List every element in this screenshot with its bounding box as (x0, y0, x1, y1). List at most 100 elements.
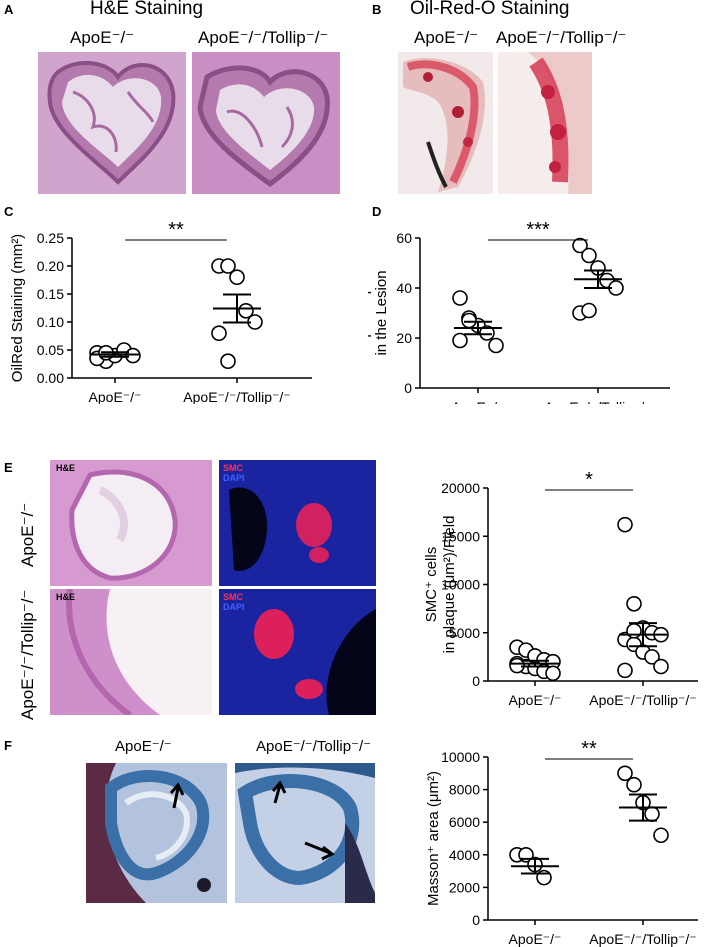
data-point (125, 347, 141, 364)
he-tag-bottom: H&E (56, 592, 76, 602)
x-tick-label: ApoE⁻/⁻/Tollip⁻/⁻ (589, 692, 696, 708)
significance-marker: * (585, 470, 593, 491)
data-point (617, 662, 633, 679)
data-point (545, 665, 561, 682)
oil-red-micrograph-apoe-tollip (498, 52, 592, 194)
data-point (211, 325, 227, 341)
x-tick-label: ApoE⁻/⁻ (452, 399, 505, 404)
masson-micrograph-apoe-tollip (235, 763, 375, 903)
panel-b-geno-1: ApoE⁻/⁻ (414, 28, 479, 47)
y-tick-label: 4000 (449, 847, 480, 863)
y-tick-label: 0.25 (37, 230, 64, 246)
data-point (220, 353, 236, 369)
y-tick-label: 6000 (449, 814, 480, 830)
y-tick-label: 0.10 (37, 314, 64, 330)
y-tick-label: 8000 (449, 782, 480, 798)
y-tick-label: 40 (396, 280, 412, 296)
smc-tag-bottom: SMC (223, 592, 243, 602)
y-tick-label: 5000 (449, 625, 480, 641)
dapi-tag-bottom: DAPI (223, 602, 245, 612)
he-micrograph-apoe (38, 52, 186, 194)
data-point (488, 337, 504, 354)
panel-letter-f: F (4, 738, 12, 753)
masson-micrograph-apoe (86, 763, 227, 903)
data-point (653, 827, 669, 844)
significance-marker: ** (168, 219, 184, 241)
panel-letter-e: E (4, 460, 13, 475)
fluor-micrograph-e-apoe (219, 460, 376, 586)
x-tick-label: ApoE⁻/⁻ (509, 692, 562, 708)
data-point (626, 776, 642, 793)
data-point (452, 290, 468, 306)
he-micrograph-e-apoe-tollip (50, 589, 212, 715)
panel-e-row-label-2: ApoE⁻/⁻/Tollip⁻/⁻ (18, 589, 37, 720)
panel-a-geno-2: ApoE⁻/⁻/Tollip⁻/⁻ (198, 28, 329, 47)
panel-letter-b: B (372, 2, 382, 17)
y-tick-label: 10000 (441, 749, 480, 765)
data-point (626, 623, 642, 639)
y-tick-label: 10000 (441, 577, 480, 593)
x-tick-label: ApoE⁻/⁻/Tollip⁻/⁻ (544, 399, 651, 404)
y-tick-label: 20 (396, 330, 412, 346)
y-tick-label: 0.05 (37, 342, 64, 358)
y-axis-label: Masson⁺ area (μm²) (425, 771, 442, 906)
he-micrograph-e-apoe (50, 460, 212, 586)
dapi-tag-top: DAPI (223, 473, 245, 483)
data-point (479, 325, 495, 341)
data-point (572, 237, 588, 254)
data-point (617, 516, 633, 533)
panel-letter-a: A (4, 2, 14, 17)
data-point (581, 302, 597, 319)
chart-lipid-deposition: 0 20 40 60 ApoE⁻/⁻ ApoE⁻/⁻/Tollip⁻/⁻ % of Lipi… (368, 219, 670, 404)
data-point (220, 258, 236, 274)
data-point (626, 596, 642, 612)
panel-f-geno-1: ApoE⁻/⁻ (115, 738, 172, 755)
y-tick-label: 0 (472, 673, 480, 689)
data-point (617, 765, 633, 782)
y-axis-label-line-2: in plaque (μm²)/Field (441, 516, 458, 654)
data-point (461, 312, 477, 329)
y-axis-label: % of Lipid Deposition (368, 243, 372, 384)
significance-marker: ** (581, 738, 597, 760)
x-tick-label: ApoE⁻/⁻/Tollip⁻/⁻ (589, 931, 696, 947)
data-point (644, 806, 660, 822)
y-tick-label: 0.00 (37, 370, 64, 386)
panel-letter-c: C (4, 204, 14, 219)
panel-a-geno-1: ApoE⁻/⁻ (70, 28, 135, 47)
significance-marker: *** (526, 219, 550, 241)
y-tick-label: 15000 (441, 528, 480, 544)
chart-smc-cells: 0 5000 10000 15000 20000 ApoE⁻/⁻ ApoE⁻/⁻/Tolli… (423, 470, 698, 708)
y-tick-label: 20000 (441, 480, 480, 496)
y-tick-label: 0.20 (37, 258, 64, 274)
panel-letter-d: D (372, 204, 382, 219)
y-tick-label: 0 (404, 380, 412, 396)
panel-f-geno-2: ApoE⁻/⁻/Tollip⁻/⁻ (256, 738, 372, 755)
x-tick-label: ApoE⁻/⁻ (509, 931, 562, 947)
panel-b-title: Oil-Red-O Staining (410, 0, 570, 19)
y-tick-label: 2000 (449, 879, 480, 895)
he-tag-top: H&E (56, 463, 76, 473)
y-tick-label: 0.15 (37, 286, 64, 302)
panel-e-row-label-1: ApoE⁻/⁻ (18, 502, 37, 567)
y-axis-label: SMC⁺ cells (423, 547, 440, 622)
data-point (238, 303, 254, 319)
fluor-micrograph-e-apoe-tollip (219, 589, 376, 715)
oil-red-micrograph-apoe (398, 52, 493, 194)
smc-tag-top: SMC (223, 463, 243, 473)
panel-b-geno-2: ApoE⁻/⁻/Tollip⁻/⁻ (496, 28, 627, 47)
y-tick-label: 0 (472, 912, 480, 928)
panel-a-title: H&E Staining (90, 0, 204, 19)
chart-oilred-staining: 0.00 0.05 0.10 0.15 0.20 0.25 ApoE⁻/⁻ ApoE⁻/⁻/T… (9, 219, 312, 404)
y-axis-label: OilRed Staining (mm²) (9, 234, 26, 382)
data-point (581, 247, 597, 264)
y-axis-label-line-2: in the Lesion (373, 270, 390, 355)
data-point (229, 269, 245, 286)
data-point (644, 649, 660, 665)
y-tick-label: 60 (396, 230, 412, 246)
x-tick-label: ApoE⁻/⁻ (89, 389, 142, 404)
x-tick-label: ApoE⁻/⁻/Tollip⁻/⁻ (183, 389, 290, 404)
he-micrograph-apoe-tollip (192, 52, 340, 194)
chart-masson-area: 0 2000 4000 6000 8000 10000 ApoE⁻/⁻ ApoE⁻/⁻/Tol… (425, 738, 698, 947)
data-point (653, 658, 669, 675)
data-point (452, 332, 468, 349)
